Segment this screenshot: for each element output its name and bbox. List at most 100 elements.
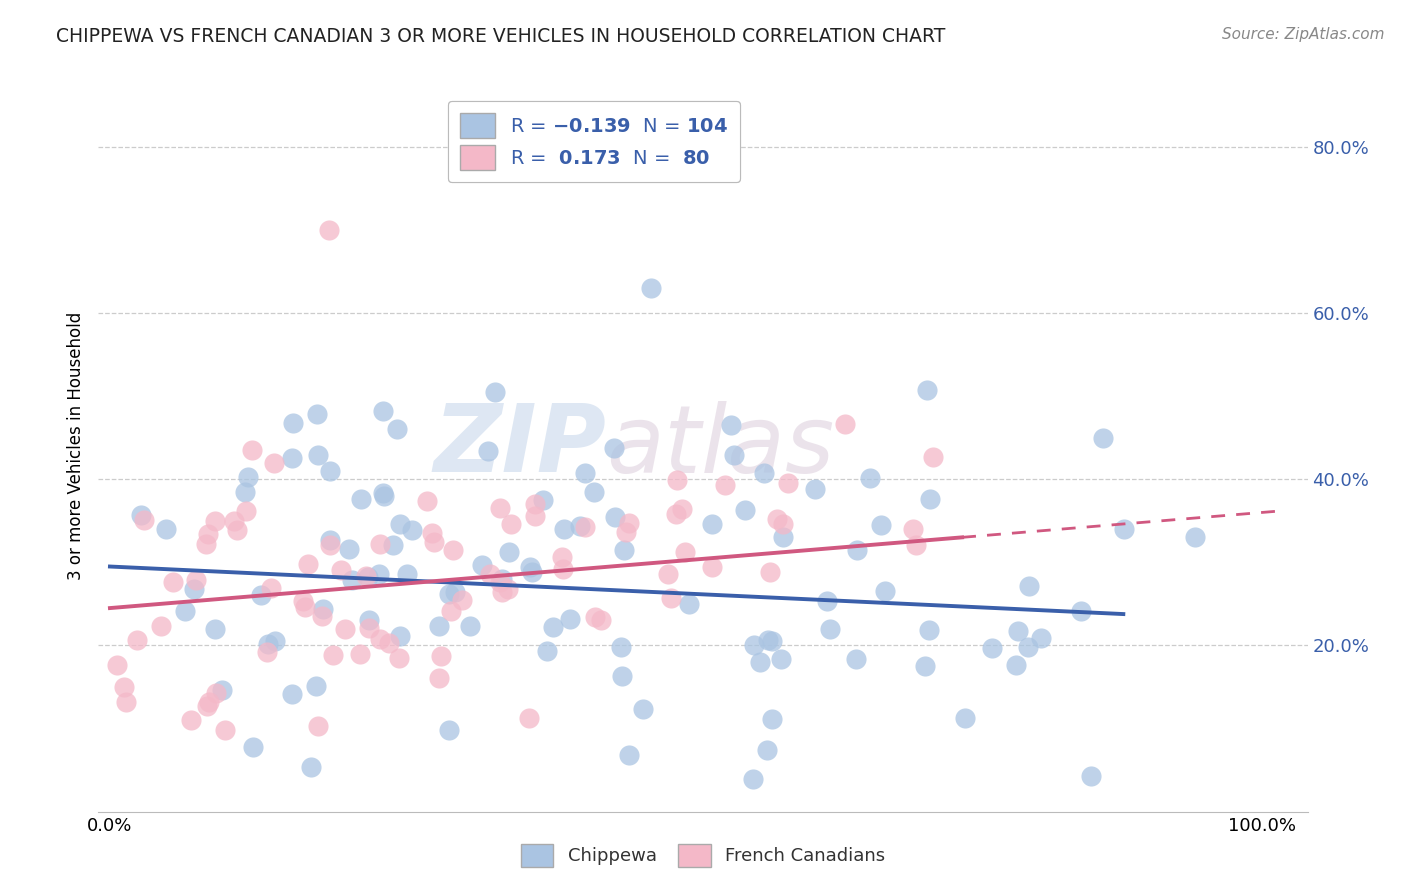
Point [235, 503, 257, 517]
Point [460, 619, 482, 633]
Point [631, 701, 654, 715]
Point [491, 584, 513, 599]
Point [523, 497, 546, 511]
Point [204, 686, 226, 700]
Point [373, 404, 395, 418]
Point [280, 450, 302, 465]
Point [723, 448, 745, 462]
Point [378, 635, 401, 649]
Point [609, 640, 631, 655]
Point [953, 711, 976, 725]
Point [297, 558, 319, 572]
Point [354, 569, 377, 583]
Point [520, 566, 543, 580]
Point [162, 574, 184, 589]
Point [149, 619, 172, 633]
Point [776, 476, 799, 491]
Point [401, 523, 423, 537]
Point [734, 502, 756, 516]
Point [818, 623, 841, 637]
Point [389, 629, 412, 643]
Point [322, 648, 344, 663]
Point [263, 456, 285, 470]
Point [678, 597, 700, 611]
Point [307, 719, 329, 733]
Point [766, 512, 789, 526]
Point [752, 466, 775, 480]
Point [256, 638, 278, 652]
Point [311, 609, 333, 624]
Point [416, 494, 439, 508]
Point [318, 223, 340, 237]
Point [517, 711, 540, 725]
Point [749, 655, 772, 669]
Point [659, 591, 682, 606]
Point [1007, 624, 1029, 638]
Point [915, 383, 938, 397]
Point [373, 489, 395, 503]
Point [211, 683, 233, 698]
Point [222, 514, 245, 528]
Point [307, 408, 329, 422]
Point [359, 613, 381, 627]
Point [477, 444, 499, 458]
Point [501, 516, 523, 531]
Point [574, 466, 596, 480]
Point [204, 622, 226, 636]
Point [1029, 632, 1052, 646]
Point [720, 417, 742, 432]
Point [204, 514, 226, 528]
Point [183, 582, 205, 596]
Point [337, 541, 360, 556]
Point [870, 517, 893, 532]
Point [437, 723, 460, 737]
Point [319, 464, 342, 478]
Point [1070, 604, 1092, 618]
Point [299, 760, 322, 774]
Point [665, 473, 688, 487]
Point [673, 545, 696, 559]
Point [180, 713, 202, 727]
Point [1112, 522, 1135, 536]
Point [640, 281, 662, 295]
Point [357, 570, 380, 584]
Point [583, 610, 606, 624]
Point [756, 632, 779, 647]
Point [371, 486, 394, 500]
Point [263, 634, 285, 648]
Point [603, 441, 626, 455]
Point [700, 517, 723, 532]
Point [610, 669, 633, 683]
Point [388, 516, 411, 531]
Point [439, 587, 461, 601]
Point [488, 575, 510, 590]
Point [385, 422, 408, 436]
Point [761, 712, 783, 726]
Point [589, 613, 612, 627]
Point [772, 517, 794, 532]
Point [280, 687, 302, 701]
Point [617, 747, 640, 762]
Point [305, 679, 328, 693]
Point [700, 560, 723, 574]
Point [804, 483, 827, 497]
Point [1184, 530, 1206, 544]
Point [551, 549, 574, 564]
Point [901, 522, 924, 536]
Point [498, 545, 520, 559]
Point [420, 526, 443, 541]
Point [1080, 769, 1102, 783]
Point [318, 533, 340, 547]
Point [256, 645, 278, 659]
Point [484, 384, 506, 399]
Point [859, 471, 882, 485]
Point [186, 573, 208, 587]
Point [524, 508, 547, 523]
Point [742, 638, 765, 652]
Point [312, 602, 335, 616]
Y-axis label: 3 or more Vehicles in Household: 3 or more Vehicles in Household [66, 312, 84, 580]
Point [395, 566, 418, 581]
Point [1018, 579, 1040, 593]
Point [479, 566, 502, 581]
Point [918, 491, 941, 506]
